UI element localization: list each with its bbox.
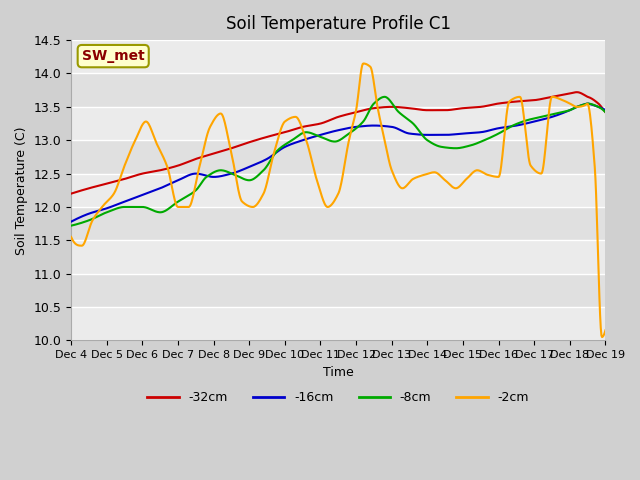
X-axis label: Time: Time [323,366,354,379]
Bar [71,240,605,274]
Bar [71,274,605,307]
Bar [71,40,605,73]
Bar [71,140,605,174]
Legend: -32cm, -16cm, -8cm, -2cm: -32cm, -16cm, -8cm, -2cm [142,386,534,409]
Title: Soil Temperature Profile C1: Soil Temperature Profile C1 [226,15,451,33]
Y-axis label: Soil Temperature (C): Soil Temperature (C) [15,126,28,254]
Text: SW_met: SW_met [82,49,145,63]
Bar [71,207,605,240]
Bar [71,73,605,107]
Bar [71,107,605,140]
Bar [71,174,605,207]
Bar [71,307,605,340]
